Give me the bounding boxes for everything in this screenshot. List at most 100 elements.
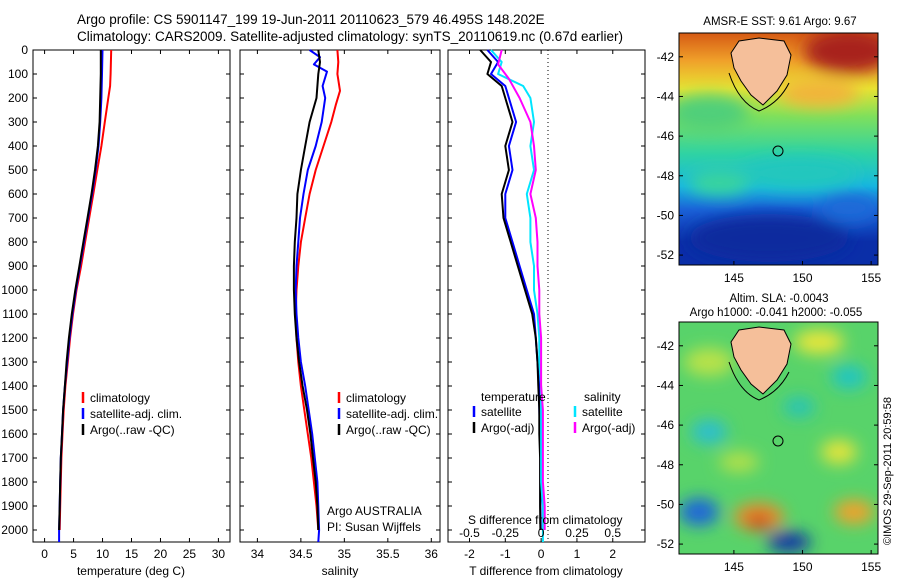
temperature-axes-frame <box>32 49 231 543</box>
lat-tick-label: -48 <box>657 458 675 472</box>
series-line-climatology <box>294 49 341 531</box>
sla-map-frame <box>678 321 879 555</box>
temperature-legend: climatology satellite-adj. clim. Argo(..… <box>81 391 182 437</box>
y-tick-label: 300 <box>8 115 28 129</box>
x-tick-label: 34.5 <box>289 547 313 561</box>
lat-tick-label: -44 <box>657 378 675 392</box>
y-tick-label: 2000 <box>1 523 28 537</box>
y-tick-label: 1300 <box>1 355 28 369</box>
temperature-xlabel: temperature (deg C) <box>77 564 185 578</box>
s-difference-label: S difference from climatology <box>468 513 623 527</box>
lon-tick-label: 155 <box>861 560 881 574</box>
sst-map-frame <box>678 32 879 266</box>
x-tick-label: 20 <box>154 547 168 561</box>
lat-tick-label: -52 <box>657 248 675 262</box>
sst-map-image <box>679 33 878 265</box>
x-tick-label: 34 <box>251 547 265 561</box>
y-tick-label: 100 <box>8 67 28 81</box>
y-tick-label: 1700 <box>1 451 28 465</box>
y-tick-label: 1900 <box>1 499 28 513</box>
legend-label-climatology: climatology <box>346 391 406 405</box>
lat-tick-label: -44 <box>657 89 675 103</box>
lat-tick-label: -50 <box>657 208 675 222</box>
x-tick-label: 1 <box>574 547 581 561</box>
lat-tick-label: -46 <box>657 418 675 432</box>
legend-title-salinity: salinity <box>584 390 621 404</box>
lon-tick-label: 150 <box>793 560 813 574</box>
series-line-argo-raw-qc- <box>58 50 102 531</box>
y-tick-label: 1000 <box>1 283 28 297</box>
y-tick-label: 600 <box>8 187 28 201</box>
legend-label-temp-satellite: satellite <box>481 405 522 419</box>
sla-map-image <box>679 322 878 554</box>
sst-argo-position-marker <box>772 145 784 157</box>
legend-label-temp-argo: Argo(-adj) <box>481 421 534 435</box>
y-tick-label: 1500 <box>1 403 28 417</box>
difference-panel: -2 -1 0 1 2 S difference from climatology -0… <box>447 49 646 578</box>
sla-argo-position-marker <box>772 435 784 447</box>
x-tick-label: 35 <box>338 547 352 561</box>
y-tick-label: 800 <box>8 235 28 249</box>
lat-tick-label: -46 <box>657 129 675 143</box>
x-tick-label: 35.5 <box>376 547 400 561</box>
t-difference-xlabel: T difference from climatology <box>469 564 623 578</box>
temperature-panel: 0100200300400500600700800900100011001200… <box>1 43 231 578</box>
x-tick-label: -2 <box>464 547 475 561</box>
series-line-argo-raw-qc- <box>292 49 321 531</box>
y-tick-label: 1200 <box>1 331 28 345</box>
y-tick-label: 900 <box>8 259 28 273</box>
legend-label-climatology: climatology <box>90 391 150 405</box>
lat-tick-label: -42 <box>657 339 675 353</box>
salinity-legend: climatology satellite-adj. clim. Argo(..… <box>337 391 438 437</box>
y-tick-label: 1100 <box>2 307 28 321</box>
s-diff-tick-label: 0.25 <box>565 526 589 540</box>
lat-tick-label: -52 <box>657 537 675 551</box>
x-tick-label: -1 <box>500 547 511 561</box>
argo-pi-note: PI: Susan Wijffels <box>327 520 421 534</box>
sla-map-panel: Altim. SLA: -0.0043 Argo h1000: -0.041 h… <box>657 293 882 574</box>
series-line-satellite-adj-clim- <box>294 49 328 543</box>
lon-tick-label: 155 <box>861 271 881 285</box>
y-tick-label: 0 <box>21 43 28 57</box>
profile-title: Argo profile: CS 5901147_199 19-Jun-2011… <box>77 12 545 27</box>
s-diff-tick-label: 0.5 <box>604 526 621 540</box>
legend-label-sal-satellite: satellite <box>582 405 623 419</box>
salinity-panel: 34 34.5 35 35.5 36 salinity climatology sate… <box>239 49 441 578</box>
s-diff-tick-label: -0.25 <box>492 526 520 540</box>
legend-title-temperature: temperature <box>481 390 546 404</box>
legend-label-satellite: satellite-adj. clim. <box>90 407 182 421</box>
y-tick-label: 1400 <box>1 379 28 393</box>
y-tick-label: 1800 <box>1 475 28 489</box>
climatology-title: Climatology: CARS2009. Satellite-adjuste… <box>77 29 624 44</box>
legend-label-sal-argo: Argo(-adj) <box>582 421 635 435</box>
legend-label-satellite: satellite-adj. clim. <box>346 407 438 421</box>
difference-legend: temperature salinity satellite Argo(-adj… <box>472 390 635 435</box>
legend-label-argo: Argo(..raw -QC) <box>90 423 175 437</box>
x-tick-label: 36 <box>425 547 439 561</box>
x-tick-label: 25 <box>183 547 197 561</box>
lon-tick-label: 145 <box>724 271 744 285</box>
y-tick-label: 500 <box>8 163 28 177</box>
y-tick-label: 200 <box>8 91 28 105</box>
x-tick-label: 10 <box>96 547 110 561</box>
x-tick-label: 0 <box>538 547 545 561</box>
lat-tick-label: -42 <box>657 50 675 64</box>
series-line-temperature-argo-adj- <box>479 49 542 531</box>
imos-credit: ©IMOS 29-Sep-2011 20:59:58 <box>882 397 894 545</box>
legend-label-argo: Argo(..raw -QC) <box>346 423 431 437</box>
difference-axes-frame <box>447 49 646 543</box>
lon-tick-label: 145 <box>724 560 744 574</box>
sst-map-panel: AMSR-E SST: 9.61 Argo: 9.67 <box>657 16 882 285</box>
s-diff-tick-label: 0 <box>538 526 545 540</box>
series-line-salinity-argo-adj- <box>497 49 546 530</box>
series-line-salinity-satellite <box>490 49 544 542</box>
y-tick-label: 700 <box>8 211 28 225</box>
x-tick-label: 5 <box>70 547 77 561</box>
x-tick-label: 0 <box>41 547 48 561</box>
x-tick-label: 2 <box>609 547 616 561</box>
lat-tick-label: -48 <box>657 169 675 183</box>
sla-map-title: Altim. SLA: -0.0043 <box>729 293 828 305</box>
y-tick-label: 400 <box>8 139 28 153</box>
x-tick-label: 30 <box>212 547 226 561</box>
